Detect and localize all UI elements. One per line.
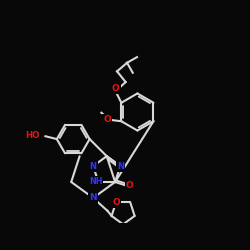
Text: NH: NH xyxy=(89,178,102,186)
Text: N: N xyxy=(90,162,97,170)
Text: O: O xyxy=(126,181,133,190)
Text: N: N xyxy=(117,162,124,170)
Text: O: O xyxy=(103,114,111,124)
Text: O: O xyxy=(112,198,120,207)
Text: O: O xyxy=(112,84,120,93)
Text: N: N xyxy=(89,194,97,202)
Text: HO: HO xyxy=(25,131,40,140)
